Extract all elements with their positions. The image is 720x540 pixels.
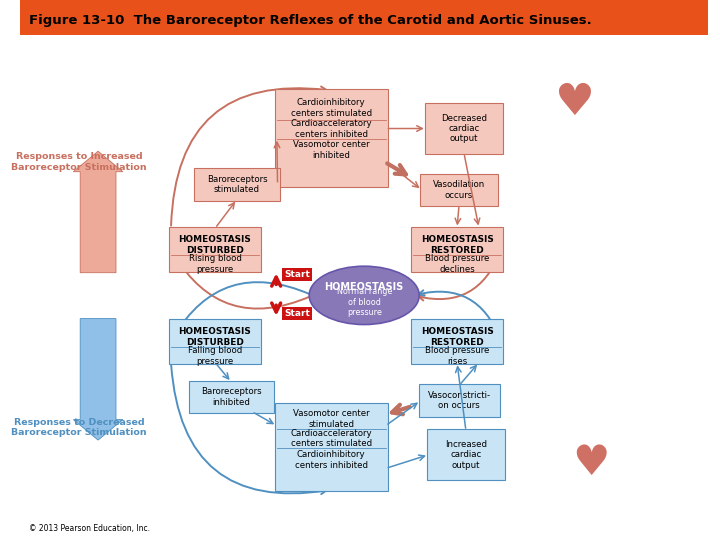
FancyBboxPatch shape — [420, 174, 498, 206]
FancyArrowPatch shape — [174, 282, 310, 337]
Text: HOMEOSTASIS
DISTURBED: HOMEOSTASIS DISTURBED — [179, 235, 251, 255]
FancyArrowPatch shape — [171, 86, 326, 226]
FancyBboxPatch shape — [169, 227, 261, 272]
FancyBboxPatch shape — [275, 89, 387, 186]
Text: HOMEOSTASIS
RESTORED: HOMEOSTASIS RESTORED — [420, 235, 493, 255]
Text: Cardioinhibitory
centers stimulated: Cardioinhibitory centers stimulated — [291, 98, 372, 118]
Text: © 2013 Pearson Education, Inc.: © 2013 Pearson Education, Inc. — [30, 524, 150, 533]
Text: Cardioacceleratory
centers stimulated: Cardioacceleratory centers stimulated — [290, 429, 372, 448]
Text: ♥: ♥ — [554, 81, 594, 124]
Text: Cardioinhibitory
centers inhibited: Cardioinhibitory centers inhibited — [294, 450, 368, 470]
FancyBboxPatch shape — [169, 319, 261, 364]
Text: Cardioacceleratory
centers inhibited: Cardioacceleratory centers inhibited — [290, 119, 372, 139]
Ellipse shape — [309, 266, 419, 325]
Text: Baroreceptors
inhibited: Baroreceptors inhibited — [201, 387, 262, 407]
Text: Start: Start — [284, 270, 310, 279]
Text: Normal range
of blood
pressure: Normal range of blood pressure — [336, 287, 392, 318]
FancyArrowPatch shape — [418, 291, 500, 339]
FancyBboxPatch shape — [425, 103, 503, 154]
Text: Vasoconstricti-
on occurs: Vasoconstricti- on occurs — [428, 391, 490, 410]
FancyBboxPatch shape — [418, 384, 500, 417]
FancyArrow shape — [73, 151, 123, 273]
FancyBboxPatch shape — [189, 381, 274, 413]
Text: Baroreceptors
stimulated: Baroreceptors stimulated — [207, 175, 267, 194]
FancyArrowPatch shape — [174, 254, 310, 309]
FancyArrowPatch shape — [418, 252, 500, 300]
FancyArrow shape — [73, 319, 123, 440]
Text: HOMEOSTASIS: HOMEOSTASIS — [325, 282, 404, 292]
Text: Decreased
cardiac
output: Decreased cardiac output — [441, 113, 487, 144]
Text: Increased
cardiac
output: Increased cardiac output — [445, 440, 487, 470]
FancyBboxPatch shape — [275, 403, 387, 491]
Text: Vasodilation
occurs: Vasodilation occurs — [433, 180, 485, 200]
Text: Blood pressure
declines: Blood pressure declines — [425, 254, 489, 274]
Text: Figure 13-10  The Baroreceptor Reflexes of the Carotid and Aortic Sinuses.: Figure 13-10 The Baroreceptor Reflexes o… — [30, 14, 592, 27]
Text: HOMEOSTASIS
DISTURBED: HOMEOSTASIS DISTURBED — [179, 327, 251, 347]
Text: HOMEOSTASIS
RESTORED: HOMEOSTASIS RESTORED — [420, 327, 493, 347]
Text: Vasomotor center
inhibited: Vasomotor center inhibited — [293, 140, 369, 160]
FancyBboxPatch shape — [411, 319, 503, 364]
FancyBboxPatch shape — [411, 227, 503, 272]
FancyArrowPatch shape — [171, 365, 326, 494]
Text: Falling blood
pressure: Falling blood pressure — [188, 346, 242, 366]
FancyBboxPatch shape — [427, 429, 505, 480]
Text: ♥: ♥ — [572, 442, 610, 484]
FancyBboxPatch shape — [20, 0, 708, 35]
Text: Responses to Decreased
Baroreceptor Stimulation: Responses to Decreased Baroreceptor Stim… — [11, 418, 147, 437]
Text: Start: Start — [284, 309, 310, 318]
Text: Vasomotor center
stimulated: Vasomotor center stimulated — [293, 409, 369, 429]
Text: Rising blood
pressure: Rising blood pressure — [189, 254, 241, 274]
FancyBboxPatch shape — [194, 168, 279, 201]
Text: Blood pressure
rises: Blood pressure rises — [425, 346, 489, 366]
Text: Responses to Increased
Baroreceptor Stimulation: Responses to Increased Baroreceptor Stim… — [11, 152, 147, 172]
